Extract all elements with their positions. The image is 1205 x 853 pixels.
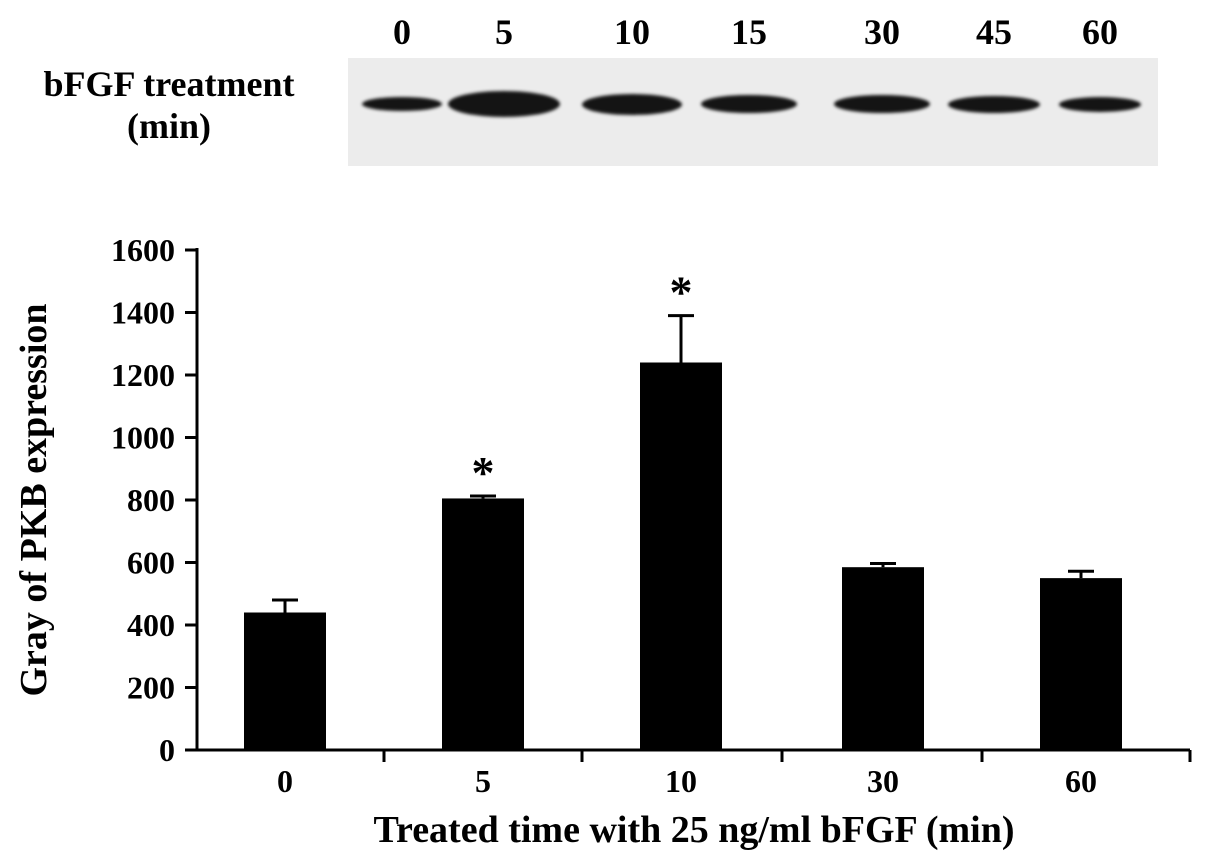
blot-band [1059, 96, 1141, 112]
lane-label: 15 [731, 12, 767, 52]
blot-band [582, 93, 682, 115]
bar [244, 612, 326, 750]
western-blot [348, 58, 1158, 166]
y-tick-label: 1200 [111, 357, 175, 393]
y-axis-title: Gray of PKB expression [13, 303, 55, 696]
y-tick-label: 400 [127, 607, 175, 643]
bar [442, 498, 524, 750]
lane-label: 60 [1082, 12, 1118, 52]
blot-label-line2: (min) [127, 106, 211, 146]
y-tick-label: 600 [127, 545, 175, 581]
x-axis-title: Treated time with 25 ng/ml bFGF (min) [373, 809, 1014, 851]
bar [1040, 578, 1122, 750]
bar [842, 567, 924, 750]
y-tick-label: 1400 [111, 295, 175, 331]
y-tick-label: 200 [127, 670, 175, 706]
y-tick-label: 800 [127, 482, 175, 518]
blot-label-line1: bFGF treatment [43, 64, 295, 104]
blot-band [701, 95, 797, 113]
y-tick-label: 1000 [111, 420, 175, 456]
y-tick-label: 1600 [111, 232, 175, 268]
blot-band [448, 91, 560, 117]
blot-band [362, 97, 442, 111]
significance-marker: * [670, 267, 693, 318]
lane-label: 10 [614, 12, 650, 52]
significance-marker: * [472, 447, 495, 498]
x-tick-label: 10 [665, 763, 697, 799]
bar [640, 362, 722, 750]
lane-label: 30 [864, 12, 900, 52]
x-tick-label: 5 [475, 763, 491, 799]
x-tick-label: 30 [867, 763, 899, 799]
lane-label: 45 [976, 12, 1012, 52]
lane-label: 5 [495, 12, 513, 52]
blot-band [834, 95, 930, 113]
y-tick-label: 0 [159, 732, 175, 768]
x-tick-label: 0 [277, 763, 293, 799]
blot-band [948, 95, 1040, 113]
x-tick-label: 60 [1065, 763, 1097, 799]
lane-label: 0 [393, 12, 411, 52]
